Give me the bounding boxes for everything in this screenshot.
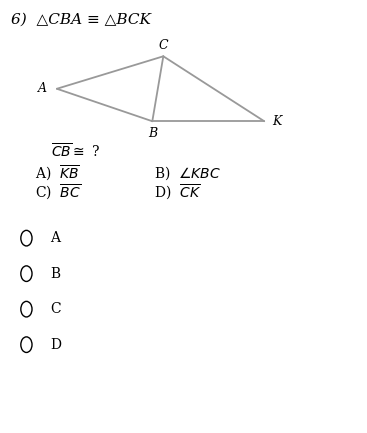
Text: C: C xyxy=(50,302,61,316)
Text: A: A xyxy=(50,231,60,245)
Text: A: A xyxy=(39,82,47,95)
Text: C: C xyxy=(159,39,168,52)
Text: B: B xyxy=(50,267,61,281)
Text: C)  $\overline{BC}$: C) $\overline{BC}$ xyxy=(35,183,81,202)
Text: B: B xyxy=(148,127,157,140)
Text: 6)  △CBA ≡ △BCK: 6) △CBA ≡ △BCK xyxy=(11,13,151,26)
Text: D: D xyxy=(50,338,61,352)
Text: A)  $\overline{KB}$: A) $\overline{KB}$ xyxy=(35,164,80,183)
Text: K: K xyxy=(272,115,282,128)
Text: B)  $\angle KBC$: B) $\angle KBC$ xyxy=(154,165,221,182)
Text: $\overline{CB} \cong$ ?: $\overline{CB} \cong$ ? xyxy=(51,142,101,161)
Text: D)  $\overline{CK}$: D) $\overline{CK}$ xyxy=(154,183,201,202)
